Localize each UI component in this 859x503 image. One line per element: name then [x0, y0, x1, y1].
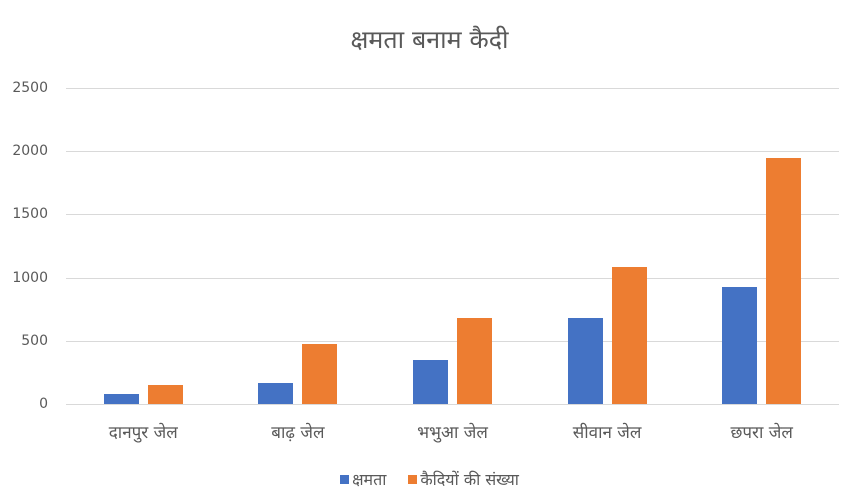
x-category-label: भभुआ जेल [417, 423, 488, 443]
y-tick-label: 1000 [12, 269, 48, 286]
y-tick-label: 1500 [12, 206, 48, 223]
bar-prisoners [766, 158, 802, 404]
x-category-label: दानपुर जेल [108, 423, 178, 443]
legend-item-capacity: क्षमता [340, 468, 386, 490]
gridline [66, 151, 839, 153]
x-category-label: बाढ़ जेल [271, 423, 325, 443]
bar-prisoners [457, 318, 492, 404]
gridline [66, 214, 839, 216]
bar-capacity [722, 287, 758, 404]
x-category-label: छपरा जेल [730, 423, 793, 443]
y-tick-label: 2000 [12, 143, 48, 160]
gridline [66, 340, 839, 342]
chart-title: क्षमता बनाम कैदी [350, 25, 509, 54]
legend-swatch-capacity [340, 474, 350, 484]
legend-swatch-prisoners [408, 474, 418, 484]
bar-capacity [567, 318, 603, 404]
legend-label-capacity: क्षमता [352, 470, 387, 489]
y-tick-label: 0 [39, 396, 48, 412]
bar-prisoners [302, 343, 338, 404]
bar-prisoners [611, 266, 647, 404]
legend-item-prisoners: कैदियों की संख्या [408, 468, 519, 490]
bar-prisoners [147, 385, 183, 404]
legend: क्षमता कैदियों की संख्या [0, 468, 859, 490]
x-category-label: सीवान जेल [572, 423, 642, 443]
gridline [66, 404, 839, 405]
plot-area [66, 88, 839, 405]
y-tick-label: 500 [21, 332, 48, 349]
gridline [66, 277, 839, 279]
bar-capacity [413, 359, 448, 404]
bar-capacity [258, 383, 294, 404]
legend-label-prisoners: कैदियों की संख्या [420, 470, 519, 489]
gridline [66, 88, 839, 89]
y-tick-label: 2500 [12, 80, 48, 96]
bar-capacity [103, 393, 139, 404]
